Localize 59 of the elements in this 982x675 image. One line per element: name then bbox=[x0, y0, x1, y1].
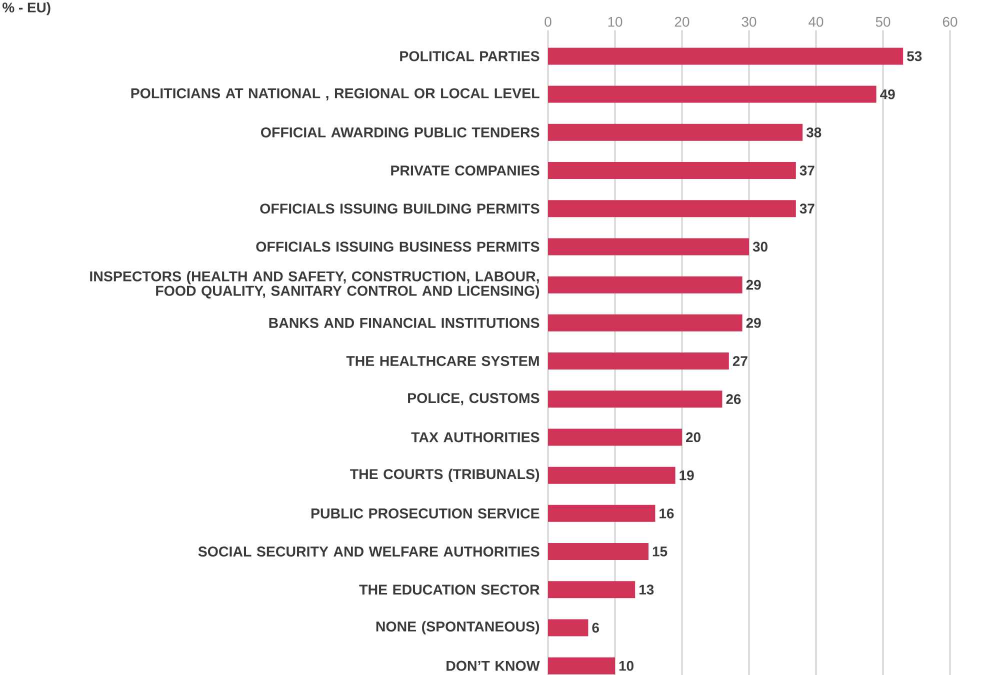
y-tick-label: OFFICIALS ISSUING BUSINESS PERMITS bbox=[256, 242, 540, 252]
data-label: 26 bbox=[726, 394, 741, 404]
y-tick-label: THE HEALTHCARE SYSTEM bbox=[346, 356, 539, 366]
data-label: 30 bbox=[752, 242, 768, 252]
data-label: 29 bbox=[746, 318, 761, 328]
data-label: 37 bbox=[800, 204, 814, 214]
y-tick-label: OFFICIALS ISSUING BUILDING PERMITS bbox=[260, 204, 540, 214]
data-label: 15 bbox=[652, 546, 668, 556]
bar bbox=[548, 48, 904, 65]
bar bbox=[548, 657, 616, 674]
bar bbox=[548, 124, 803, 141]
y-tick-label: THE EDUCATION SECTOR bbox=[359, 584, 540, 595]
y-tick-label: POLITICAL PARTIES bbox=[400, 51, 540, 62]
bar bbox=[548, 314, 742, 332]
text: % - EU) bbox=[2, 2, 50, 16]
data-label: 6 bbox=[592, 622, 599, 633]
data-label: 29 bbox=[746, 280, 761, 290]
y-tick-label: DON’T KNOW bbox=[446, 660, 540, 671]
bar bbox=[548, 162, 796, 180]
x-tick-label: 10 bbox=[608, 16, 622, 27]
x-tick-label: 20 bbox=[674, 16, 690, 27]
y-tick-label: PUBLIC PROSECUTION SERVICE bbox=[311, 508, 540, 518]
data-label: 53 bbox=[907, 51, 922, 62]
y-tick-label: INSPECTORS (HEALTH AND SAFETY, CONSTRUCTION, LABOUR, FOOD QUALITY, SANITARY CONTROL AND LICENSING) bbox=[90, 270, 540, 299]
bar bbox=[548, 504, 656, 522]
bar bbox=[548, 238, 750, 256]
y-tick-label: TAX AUTHORITIES bbox=[411, 432, 540, 442]
bar bbox=[548, 466, 676, 484]
bar bbox=[548, 390, 722, 408]
bar bbox=[548, 581, 636, 598]
x-tick-label: 40 bbox=[808, 16, 824, 27]
y-tick-label: SOCIAL SECURITY AND WELFARE AUTHORITIES bbox=[198, 546, 540, 557]
y-tick-label: POLICE, CUSTOMS bbox=[408, 393, 540, 406]
x-tick-label: 30 bbox=[742, 16, 756, 27]
y-tick-label: PRIVATE COMPANIES bbox=[391, 165, 540, 176]
data-label: 10 bbox=[619, 660, 634, 671]
y-tick-label: NONE (SPONTANEOUS) bbox=[376, 621, 540, 634]
data-label: 27 bbox=[732, 356, 748, 366]
bar bbox=[548, 352, 729, 370]
y-tick-label: OFFICIAL AWARDING PUBLIC TENDERS bbox=[260, 127, 540, 138]
y-tick-label: POLITICIANS AT NATIONAL , REGIONAL OR LOCAL LEVEL bbox=[131, 88, 540, 100]
data-label: 20 bbox=[686, 432, 700, 442]
bar bbox=[548, 276, 742, 294]
bar bbox=[548, 543, 649, 560]
bar bbox=[548, 86, 876, 103]
bar bbox=[548, 428, 682, 446]
y-tick-label: THE COURTS (TRIBUNALS) bbox=[350, 468, 540, 482]
x-tick-label: 0 bbox=[544, 16, 552, 27]
data-label: 16 bbox=[660, 508, 674, 518]
data-label: 38 bbox=[806, 127, 822, 138]
y-tick-label: BANKS AND FINANCIAL INSTITUTIONS bbox=[269, 318, 540, 328]
data-label: 37 bbox=[800, 166, 814, 176]
bar bbox=[548, 200, 796, 218]
data-label: 13 bbox=[640, 584, 654, 595]
data-label: 19 bbox=[680, 470, 694, 480]
data-label: 49 bbox=[880, 89, 895, 100]
x-tick-label: 50 bbox=[876, 16, 890, 27]
x-tick-label: 60 bbox=[942, 16, 958, 27]
bar bbox=[548, 619, 588, 636]
